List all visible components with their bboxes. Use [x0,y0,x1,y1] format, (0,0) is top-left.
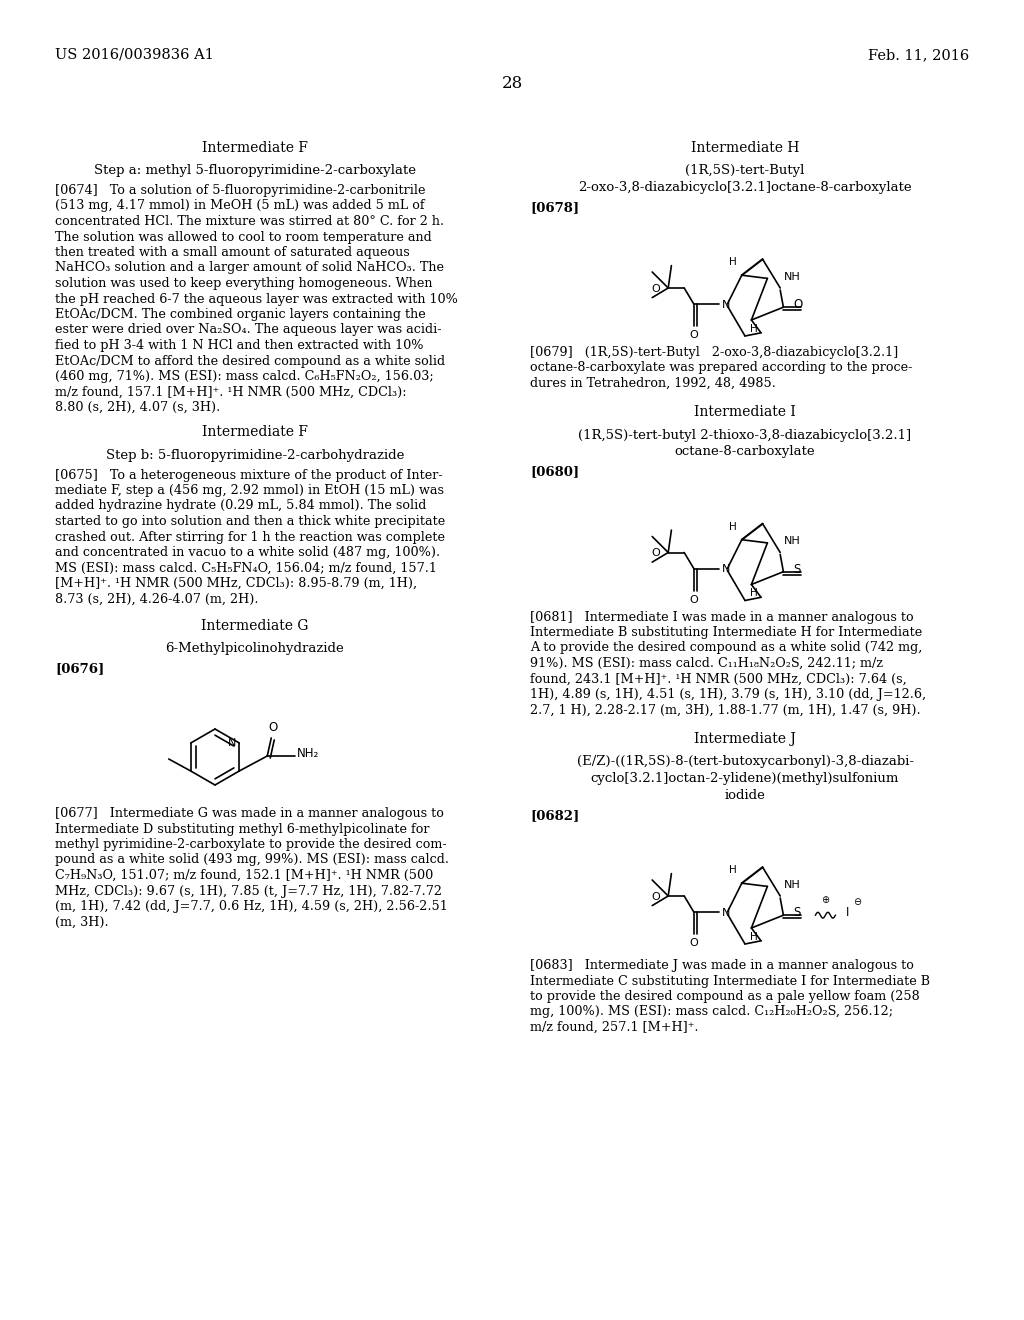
Text: Intermediate B substituting Intermediate H for Intermediate: Intermediate B substituting Intermediate… [530,626,923,639]
Text: m/z found, 157.1 [M+H]⁺. ¹H NMR (500 MHz, CDCl₃):: m/z found, 157.1 [M+H]⁺. ¹H NMR (500 MHz… [55,385,407,399]
Text: Intermediate G: Intermediate G [202,619,309,634]
Text: N: N [228,738,237,748]
Text: octane-8-carboxylate was prepared according to the proce-: octane-8-carboxylate was prepared accord… [530,362,912,375]
Text: 8.80 (s, 2H), 4.07 (s, 3H).: 8.80 (s, 2H), 4.07 (s, 3H). [55,401,220,414]
Text: (E/Z)-((1R,5S)-8-(tert-butoxycarbonyl)-3,8-diazabi-: (E/Z)-((1R,5S)-8-(tert-butoxycarbonyl)-3… [577,755,913,768]
Text: [0681]   Intermediate I was made in a manner analogous to: [0681] Intermediate I was made in a mann… [530,610,913,623]
Text: I: I [846,907,849,919]
Text: methyl pyrimidine-2-carboxylate to provide the desired com-: methyl pyrimidine-2-carboxylate to provi… [55,838,446,851]
Text: O: O [651,549,660,558]
Text: then treated with a small amount of saturated aqueous: then treated with a small amount of satu… [55,246,410,259]
Text: O: O [689,939,698,948]
Text: 6-Methylpicolinohydrazide: 6-Methylpicolinohydrazide [166,642,344,655]
Text: ester were dried over Na₂SO₄. The aqueous layer was acidi-: ester were dried over Na₂SO₄. The aqueou… [55,323,441,337]
Text: mg, 100%). MS (ESI): mass calcd. C₁₂H₂₀H₂O₂S, 256.12;: mg, 100%). MS (ESI): mass calcd. C₁₂H₂₀H… [530,1006,893,1019]
Text: S: S [794,907,801,919]
Text: solution was used to keep everything homogeneous. When: solution was used to keep everything hom… [55,277,432,290]
Text: [0678]: [0678] [530,201,580,214]
Text: C₇H₉N₃O, 151.07; m/z found, 152.1 [M+H]⁺. ¹H NMR (500: C₇H₉N₃O, 151.07; m/z found, 152.1 [M+H]⁺… [55,869,433,882]
Text: fied to pH 3-4 with 1 N HCl and then extracted with 10%: fied to pH 3-4 with 1 N HCl and then ext… [55,339,424,352]
Text: A to provide the desired compound as a white solid (742 mg,: A to provide the desired compound as a w… [530,642,923,655]
Text: (1R,5S)-tert-butyl 2-thioxo-3,8-diazabicyclo[3.2.1]: (1R,5S)-tert-butyl 2-thioxo-3,8-diazabic… [579,429,911,441]
Text: US 2016/0039836 A1: US 2016/0039836 A1 [55,48,214,62]
Text: NH: NH [784,272,801,282]
Text: dures in Tetrahedron, 1992, 48, 4985.: dures in Tetrahedron, 1992, 48, 4985. [530,378,776,389]
Text: MHz, CDCl₃): 9.67 (s, 1H), 7.85 (t, J=7.7 Hz, 1H), 7.82-7.72: MHz, CDCl₃): 9.67 (s, 1H), 7.85 (t, J=7.… [55,884,442,898]
Text: H: H [750,589,758,598]
Text: Intermediate H: Intermediate H [691,141,799,154]
Text: (m, 3H).: (m, 3H). [55,916,109,928]
Text: m/z found, 257.1 [M+H]⁺.: m/z found, 257.1 [M+H]⁺. [530,1020,698,1034]
Text: NaHCO₃ solution and a larger amount of solid NaHCO₃. The: NaHCO₃ solution and a larger amount of s… [55,261,444,275]
Text: H: H [750,323,758,334]
Text: (1R,5S)-tert-Butyl: (1R,5S)-tert-Butyl [685,164,805,177]
Text: O: O [689,595,698,605]
Text: H: H [750,932,758,942]
Text: the pH reached 6-7 the aqueous layer was extracted with 10%: the pH reached 6-7 the aqueous layer was… [55,293,458,305]
Text: O: O [651,892,660,902]
Text: NH: NH [784,880,801,890]
Text: N: N [721,300,730,310]
Text: EtOAc/DCM. The combined organic layers containing the: EtOAc/DCM. The combined organic layers c… [55,308,426,321]
Text: Intermediate C substituting Intermediate I for Intermediate B: Intermediate C substituting Intermediate… [530,974,930,987]
Text: [0674]   To a solution of 5-fluoropyrimidine-2-carbonitrile: [0674] To a solution of 5-fluoropyrimidi… [55,183,426,197]
Text: Intermediate J: Intermediate J [694,733,796,746]
Text: [0680]: [0680] [530,466,580,479]
Text: Step b: 5-fluoropyrimidine-2-carbohydrazide: Step b: 5-fluoropyrimidine-2-carbohydraz… [105,449,404,462]
Text: NH₂: NH₂ [297,747,319,760]
Text: ⊖: ⊖ [853,898,861,907]
Text: Feb. 11, 2016: Feb. 11, 2016 [867,48,969,62]
Text: concentrated HCl. The mixture was stirred at 80° C. for 2 h.: concentrated HCl. The mixture was stirre… [55,215,444,228]
Text: started to go into solution and then a thick white precipitate: started to go into solution and then a t… [55,515,445,528]
Text: O: O [651,284,660,294]
Text: 2.7, 1 H), 2.28-2.17 (m, 3H), 1.88-1.77 (m, 1H), 1.47 (s, 9H).: 2.7, 1 H), 2.28-2.17 (m, 3H), 1.88-1.77 … [530,704,921,717]
Text: NH: NH [784,536,801,546]
Text: H: H [729,865,737,875]
Text: 91%). MS (ESI): mass calcd. C₁₁H₁₈N₂O₂S, 242.11; m/z: 91%). MS (ESI): mass calcd. C₁₁H₁₈N₂O₂S,… [530,657,883,671]
Text: (m, 1H), 7.42 (dd, J=7.7, 0.6 Hz, 1H), 4.59 (s, 2H), 2.56-2.51: (m, 1H), 7.42 (dd, J=7.7, 0.6 Hz, 1H), 4… [55,900,447,913]
Text: 2-oxo-3,8-diazabicyclo[3.2.1]octane-8-carboxylate: 2-oxo-3,8-diazabicyclo[3.2.1]octane-8-ca… [579,181,911,194]
Text: cyclo[3.2.1]octan-2-ylidene)(methyl)sulfonium: cyclo[3.2.1]octan-2-ylidene)(methyl)sulf… [591,772,899,785]
Text: 8.73 (s, 2H), 4.26-4.07 (m, 2H).: 8.73 (s, 2H), 4.26-4.07 (m, 2H). [55,593,258,606]
Text: to provide the desired compound as a pale yellow foam (258: to provide the desired compound as a pal… [530,990,920,1003]
Text: H: H [729,257,737,267]
Text: and concentrated in vacuo to a white solid (487 mg, 100%).: and concentrated in vacuo to a white sol… [55,546,440,558]
Text: S: S [794,562,801,576]
Text: N: N [721,565,730,574]
Text: 1H), 4.89 (s, 1H), 4.51 (s, 1H), 3.79 (s, 1H), 3.10 (dd, J=12.6,: 1H), 4.89 (s, 1H), 4.51 (s, 1H), 3.79 (s… [530,688,926,701]
Text: iodide: iodide [725,789,765,803]
Text: octane-8-carboxylate: octane-8-carboxylate [675,446,815,458]
Text: O: O [268,721,278,734]
Text: [0676]: [0676] [55,663,104,675]
Text: [0677]   Intermediate G was made in a manner analogous to: [0677] Intermediate G was made in a mann… [55,807,443,820]
Text: crashed out. After stirring for 1 h the reaction was complete: crashed out. After stirring for 1 h the … [55,531,445,544]
Text: mediate F, step a (456 mg, 2.92 mmol) in EtOH (15 mL) was: mediate F, step a (456 mg, 2.92 mmol) in… [55,484,444,498]
Text: found, 243.1 [M+H]⁺. ¹H NMR (500 MHz, CDCl₃): 7.64 (s,: found, 243.1 [M+H]⁺. ¹H NMR (500 MHz, CD… [530,672,906,685]
Text: ⊕: ⊕ [821,895,829,906]
Text: added hydrazine hydrate (0.29 mL, 5.84 mmol). The solid: added hydrazine hydrate (0.29 mL, 5.84 m… [55,499,426,512]
Text: MS (ESI): mass calcd. C₅H₅FN₄O, 156.04; m/z found, 157.1: MS (ESI): mass calcd. C₅H₅FN₄O, 156.04; … [55,561,437,574]
Text: [0683]   Intermediate J was made in a manner analogous to: [0683] Intermediate J was made in a mann… [530,960,913,972]
Text: Intermediate I: Intermediate I [694,405,796,420]
Text: [0675]   To a heterogeneous mixture of the product of Inter-: [0675] To a heterogeneous mixture of the… [55,469,442,482]
Text: Intermediate F: Intermediate F [202,141,308,154]
Text: (460 mg, 71%). MS (ESI): mass calcd. C₆H₅FN₂O₂, 156.03;: (460 mg, 71%). MS (ESI): mass calcd. C₆H… [55,370,433,383]
Text: The solution was allowed to cool to room temperature and: The solution was allowed to cool to room… [55,231,432,243]
Text: [0682]: [0682] [530,809,580,822]
Text: (513 mg, 4.17 mmol) in MeOH (5 mL) was added 5 mL of: (513 mg, 4.17 mmol) in MeOH (5 mL) was a… [55,199,425,213]
Text: pound as a white solid (493 mg, 99%). MS (ESI): mass calcd.: pound as a white solid (493 mg, 99%). MS… [55,854,449,866]
Text: O: O [794,298,803,312]
Text: Intermediate D substituting methyl 6-methylpicolinate for: Intermediate D substituting methyl 6-met… [55,822,429,836]
Text: Intermediate F: Intermediate F [202,425,308,440]
Text: H: H [729,521,737,532]
Text: 28: 28 [502,75,522,92]
Text: [0679]   (1R,5S)-tert-Butyl   2-oxo-3,8-diazabicyclo[3.2.1]: [0679] (1R,5S)-tert-Butyl 2-oxo-3,8-diaz… [530,346,898,359]
Text: EtOAc/DCM to afford the desired compound as a white solid: EtOAc/DCM to afford the desired compound… [55,355,445,367]
Text: Step a: methyl 5-fluoropyrimidine-2-carboxylate: Step a: methyl 5-fluoropyrimidine-2-carb… [94,164,416,177]
Text: O: O [689,330,698,341]
Text: [M+H]⁺. ¹H NMR (500 MHz, CDCl₃): 8.95-8.79 (m, 1H),: [M+H]⁺. ¹H NMR (500 MHz, CDCl₃): 8.95-8.… [55,577,417,590]
Text: N: N [721,908,730,917]
